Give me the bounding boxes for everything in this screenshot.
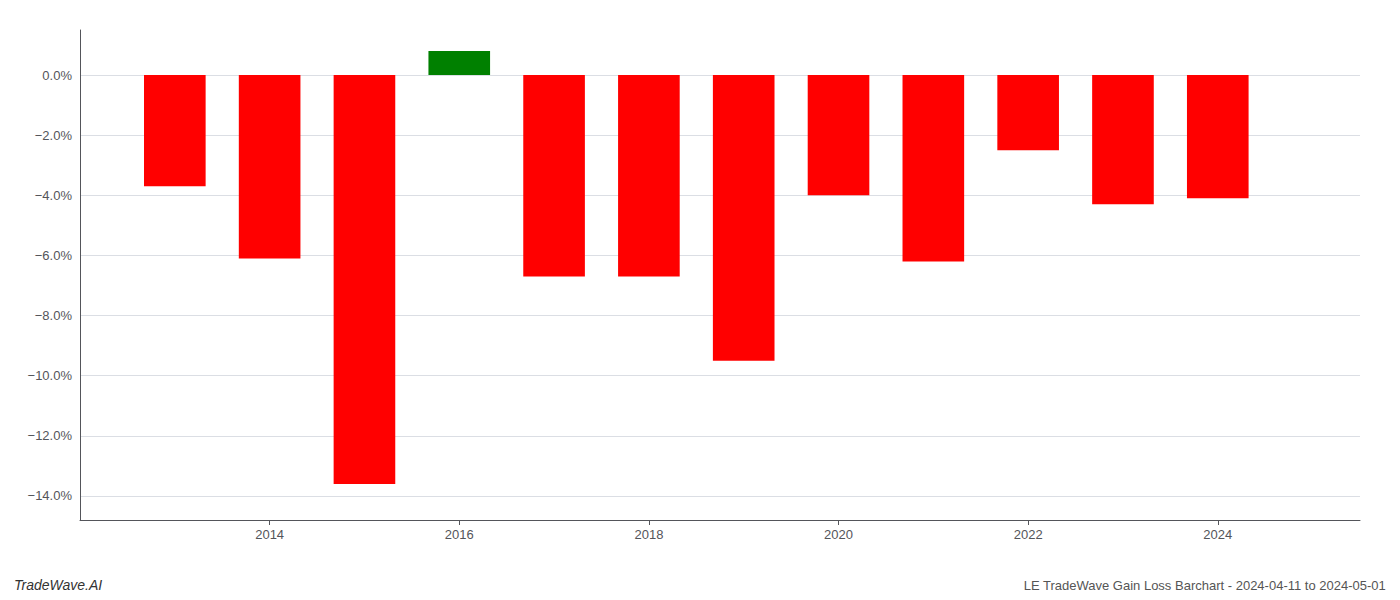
svg-text:2022: 2022 — [1014, 527, 1043, 542]
svg-text:−14.0%: −14.0% — [28, 488, 73, 503]
svg-text:2016: 2016 — [445, 527, 474, 542]
svg-text:2024: 2024 — [1203, 527, 1232, 542]
svg-text:−6.0%: −6.0% — [35, 248, 73, 263]
svg-text:2014: 2014 — [255, 527, 284, 542]
svg-text:0.0%: 0.0% — [42, 68, 72, 83]
svg-text:2018: 2018 — [634, 527, 663, 542]
svg-text:−2.0%: −2.0% — [35, 128, 73, 143]
svg-text:−4.0%: −4.0% — [35, 188, 73, 203]
svg-text:−12.0%: −12.0% — [28, 428, 73, 443]
svg-text:LE TradeWave Gain Loss Barchar: LE TradeWave Gain Loss Barchart - 2024-0… — [1024, 578, 1386, 593]
svg-text:2020: 2020 — [824, 527, 853, 542]
svg-text:TradeWave.AI: TradeWave.AI — [14, 577, 102, 593]
svg-text:−10.0%: −10.0% — [28, 368, 73, 383]
svg-text:−8.0%: −8.0% — [35, 308, 73, 323]
